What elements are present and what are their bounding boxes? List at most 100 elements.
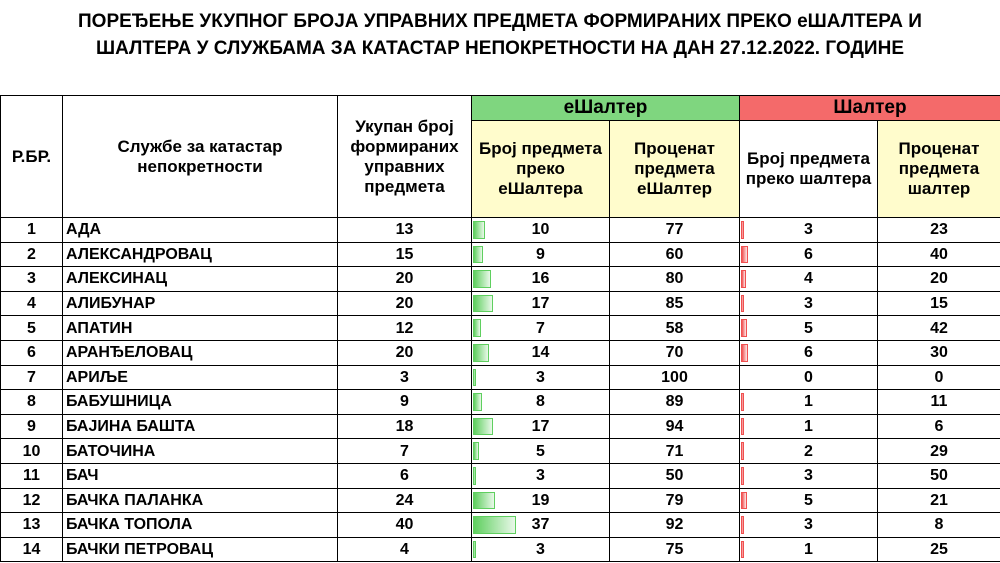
cell-rbr: 3 [0, 266, 63, 292]
table-row: 7 АРИЉЕ 3 3 100 0 0 [0, 364, 1000, 391]
cell-office-name: БАЧКИ ПЕТРОВАЦ [62, 536, 338, 563]
cell-shalter-pct: 0 [877, 364, 1000, 391]
cell-value: 5 [804, 319, 813, 337]
cell-shalter-count: 5 [739, 315, 878, 341]
data-bar [741, 442, 744, 460]
cell-value: 37 [531, 516, 550, 534]
data-bar [473, 221, 485, 239]
cell-shalter-pct: 21 [877, 487, 1000, 514]
table-row: 12 БАЧКА ПАЛАНКА 24 19 79 5 21 [0, 487, 1000, 514]
cell-office-name: АЛИБУНАР [62, 290, 338, 317]
cell-value: 3 [804, 516, 813, 534]
cell-shalter-count: 0 [739, 364, 878, 391]
header-eshalter-count: Број предмета преко еШалтера [471, 120, 610, 218]
cell-office-name: БАТОЧИНА [62, 438, 338, 464]
cell-eshalter-pct: 85 [609, 290, 740, 317]
cell-total: 13 [337, 217, 472, 243]
header-shalter-pct: Проценат предмета шалтер [877, 120, 1000, 218]
cell-value: 3 [804, 467, 813, 485]
header-total: Укупан број формираних управних предмета [337, 95, 472, 218]
cell-shalter-count: 3 [739, 512, 878, 538]
table-row: 1 АДА 13 10 77 3 23 [0, 217, 1000, 243]
cell-total: 24 [337, 487, 472, 514]
cell-value: 19 [531, 491, 550, 509]
cell-shalter-count: 6 [739, 339, 878, 366]
table-row: 4 АЛИБУНАР 20 17 85 3 15 [0, 290, 1000, 317]
data-bar [473, 540, 477, 559]
cell-rbr: 12 [0, 487, 63, 514]
cell-value: 17 [531, 418, 550, 436]
cell-value: 8 [536, 393, 545, 411]
data-bar [473, 368, 477, 387]
table-row: 9 БАЈИНА БАШТА 18 17 94 1 6 [0, 413, 1000, 440]
cell-shalter-count: 3 [739, 217, 878, 243]
cell-eshalter-pct: 94 [609, 413, 740, 440]
cell-value: 6 [804, 245, 813, 263]
cell-rbr: 14 [0, 536, 63, 563]
table-row: 8 БАБУШНИЦА 9 8 89 1 11 [0, 389, 1000, 415]
cell-office-name: АПАТИН [62, 315, 338, 341]
cell-eshalter-count: 14 [471, 339, 610, 366]
cell-value: 10 [531, 221, 550, 239]
cell-rbr: 13 [0, 512, 63, 538]
cell-shalter-count: 3 [739, 462, 878, 489]
cell-value: 3 [804, 295, 813, 313]
cell-value: 0 [804, 368, 813, 386]
cell-shalter-count: 1 [739, 389, 878, 415]
cell-office-name: АРИЉЕ [62, 364, 338, 391]
cell-shalter-count: 1 [739, 536, 878, 563]
cell-eshalter-pct: 50 [609, 462, 740, 489]
cell-eshalter-pct: 80 [609, 266, 740, 292]
cell-shalter-pct: 50 [877, 462, 1000, 489]
table-row: 11 БАЧ 6 3 50 3 50 [0, 462, 1000, 489]
cell-total: 6 [337, 462, 472, 489]
cell-eshalter-count: 10 [471, 217, 610, 243]
data-bar [741, 393, 744, 411]
cell-rbr: 10 [0, 438, 63, 464]
cell-rbr: 6 [0, 339, 63, 366]
cell-value: 9 [536, 245, 545, 263]
cell-shalter-count: 2 [739, 438, 878, 464]
table-row: 5 АПАТИН 12 7 58 5 42 [0, 315, 1000, 341]
cell-eshalter-count: 16 [471, 266, 610, 292]
cell-shalter-pct: 8 [877, 512, 1000, 538]
data-bar [473, 442, 479, 460]
table-row: 2 АЛЕКСАНДРОВАЦ 15 9 60 6 40 [0, 241, 1000, 268]
cell-total: 20 [337, 339, 472, 366]
cell-value: 5 [536, 442, 545, 460]
cell-shalter-pct: 6 [877, 413, 1000, 440]
data-bar [473, 516, 516, 534]
cell-total: 4 [337, 536, 472, 563]
cell-total: 12 [337, 315, 472, 341]
cell-eshalter-count: 7 [471, 315, 610, 341]
cell-shalter-pct: 42 [877, 315, 1000, 341]
cell-shalter-pct: 25 [877, 536, 1000, 563]
cell-total: 7 [337, 438, 472, 464]
cell-eshalter-count: 5 [471, 438, 610, 464]
data-bar [741, 466, 745, 485]
cell-value: 16 [531, 270, 550, 288]
cell-value: 6 [804, 344, 813, 362]
cell-total: 9 [337, 389, 472, 415]
header-shalter-count: Број предмета преко шалтера [739, 120, 878, 218]
header-eshalter-pct: Проценат предмета еШалтер [609, 120, 740, 218]
data-bar [741, 417, 744, 436]
cell-eshalter-count: 37 [471, 512, 610, 538]
cell-total: 20 [337, 290, 472, 317]
data-bar [741, 270, 746, 288]
cell-shalter-count: 3 [739, 290, 878, 317]
cell-eshalter-pct: 60 [609, 241, 740, 268]
data-bar [473, 393, 483, 411]
cell-shalter-pct: 29 [877, 438, 1000, 464]
table-row: 13 БАЧКА ТОПОЛА 40 37 92 3 8 [0, 512, 1000, 538]
cell-office-name: БАЧ [62, 462, 338, 489]
cell-office-name: БАЧКА ТОПОЛА [62, 512, 338, 538]
data-bar [741, 491, 747, 510]
cell-eshalter-pct: 89 [609, 389, 740, 415]
data-bar [473, 417, 493, 436]
data-bar [741, 245, 748, 264]
title-line-2: ШАЛТЕРА У СЛУЖБАМА ЗА КАТАСТАР НЕПОКРЕТН… [95, 38, 904, 59]
cell-shalter-pct: 23 [877, 217, 1000, 243]
cell-shalter-pct: 40 [877, 241, 1000, 268]
table-body: 1 АДА 13 10 77 3 23 2 АЛЕКСАНДРОВАЦ 15 9 60 6 40 3 АЛЕК… [0, 217, 1000, 563]
